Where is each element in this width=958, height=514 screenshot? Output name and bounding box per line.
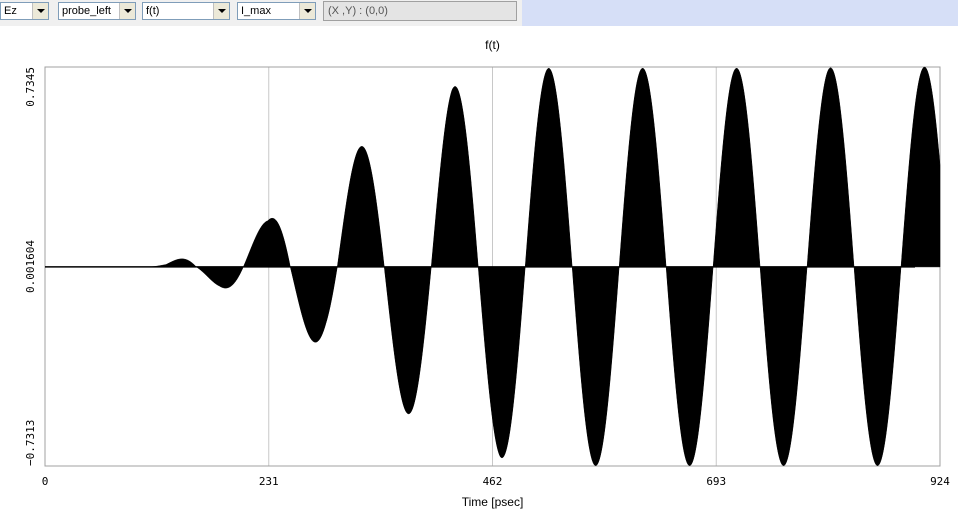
series-line (44, 66, 941, 466)
x-tick-labels: 0 231 462 693 924 (42, 475, 951, 488)
component-value: Ez (4, 5, 17, 17)
y-tick-label: 0.001604 (24, 240, 37, 293)
chevron-down-icon[interactable] (299, 3, 315, 19)
function-value: f(t) (146, 5, 160, 17)
y-tick-label: 0.7345 (24, 67, 37, 107)
mode-value: I_max (241, 5, 271, 17)
probe-dropdown[interactable]: probe_left (58, 2, 136, 20)
x-axis-label: Time [psec] (462, 495, 524, 509)
chart-title: f(t) (485, 38, 500, 52)
x-tick-label: 462 (483, 475, 503, 488)
function-dropdown[interactable]: f(t) (142, 2, 230, 20)
x-tick-label: 693 (706, 475, 726, 488)
chart[interactable]: f(t) Time [psec] 0 231 462 693 924 −0.7313 0.… (0, 26, 958, 514)
y-tick-labels: −0.7313 0.001604 0.7345 (24, 67, 37, 466)
chevron-down-icon[interactable] (32, 3, 48, 19)
coordinate-readout: (X ,Y) : (0,0) (323, 1, 517, 21)
chevron-down-icon[interactable] (119, 3, 135, 19)
x-tick-label: 0 (42, 475, 49, 488)
component-dropdown[interactable]: Ez (0, 2, 49, 20)
toolbar-empty-area (522, 0, 958, 26)
y-tick-label: −0.7313 (24, 420, 37, 466)
chevron-down-icon[interactable] (213, 3, 229, 19)
x-tick-label: 231 (259, 475, 279, 488)
probe-value: probe_left (62, 5, 111, 17)
x-tick-label: 924 (930, 475, 950, 488)
mode-dropdown[interactable]: I_max (237, 2, 316, 20)
